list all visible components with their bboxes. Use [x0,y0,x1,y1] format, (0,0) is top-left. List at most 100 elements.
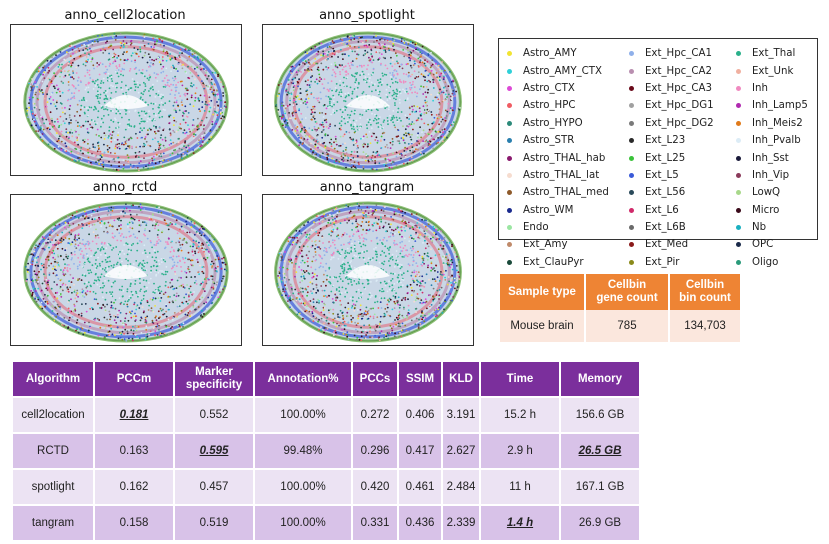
benchmark-header-row: Algorithm PCCm Marker specificity Annota… [13,362,641,397]
table-row: tangram 0.158 0.519 100.00% 0.331 0.436 2.339 1… [13,504,641,540]
panel-title-spotlight: anno_spotlight [319,8,415,23]
legend-item: OPC [732,236,808,253]
legend-item: Micro [732,202,808,219]
table-cell: 2.484 [442,468,481,505]
legend-color-dot-icon [507,138,512,144]
table-cell: 99.48% [254,432,353,469]
legend-label: Astro_STR [523,135,575,147]
brain-map-spotlight [274,31,462,173]
legend-color-dot-icon [736,190,741,196]
legend-color-dot-icon [507,225,512,231]
header-pccs: PCCs [352,362,399,397]
table-cell: 0.552 [174,396,255,433]
table-cell: 0.417 [398,432,443,469]
legend-label: Inh_Lamp5 [752,100,808,112]
legend-color-dot-icon [507,242,512,248]
legend-color-dot-icon [736,120,741,126]
legend-column-1: Astro_AMY Astro_AMY_CTX Astro_CTX Astro_HPC… [503,45,609,271]
panel-tangram [262,194,474,346]
legend-item: Ext_Hpc_CA3 [625,80,714,97]
legend-label: Inh_Pvalb [752,135,801,147]
legend-color-dot-icon [629,155,634,161]
legend-label: Ext_Hpc_CA2 [645,65,712,77]
legend-item: LowQ [732,184,808,201]
legend-label: OPC [752,239,774,251]
table-cell: 11 h [480,468,561,505]
legend-color-dot-icon [736,85,741,91]
legend-item: Astro_THAL_hab [503,149,609,166]
table-cell: 0.595 [174,432,255,469]
legend-label: Astro_THAL_lat [523,169,600,181]
table-cell: 0.331 [352,504,399,540]
table-cell: 100.00% [254,468,353,505]
table-cell: 2.339 [442,504,481,540]
brain-map-tangram [274,201,462,343]
legend-item: Ext_Hpc_DG2 [625,115,714,132]
legend-color-dot-icon [629,259,634,265]
legend-label: Ext_L25 [645,152,686,164]
legend-color-dot-icon [629,190,634,196]
legend-label: Micro [752,204,780,216]
legend-label: Nb [752,222,767,234]
legend-column-3: Ext_Thal Ext_Unk Inh Inh_Lamp5 Inh_Meis2 Inh_… [732,45,808,271]
legend-label: Ext_Med [645,239,689,251]
legend-color-dot-icon [507,85,512,91]
table-cell: 0.296 [352,432,399,469]
legend-label: Astro_HPC [523,100,576,112]
legend-label: Ext_L56 [645,187,686,199]
legend-label: Astro_AMY_CTX [523,65,602,77]
table-cell: 26.9 GB [560,504,641,540]
table-cell: 26.5 GB [560,432,641,469]
table-cell: 0.181 [94,396,175,433]
legend-item: Astro_AMY [503,45,609,62]
legend-label: Ext_Hpc_DG1 [645,100,714,112]
legend-color-dot-icon [629,207,634,213]
legend-color-dot-icon [629,51,634,57]
legend-color-dot-icon [507,155,512,161]
legend-color-dot-icon [736,155,741,161]
legend-label: Inh [752,82,768,94]
table-cell: 0.519 [174,504,255,540]
table-cell: 3.191 [442,396,481,433]
table-cell: RCTD [13,432,95,469]
header-time: Time [480,362,561,397]
panel-spotlight [262,24,474,176]
legend-item: Inh_Vip [732,167,808,184]
legend-item: Astro_AMY_CTX [503,62,609,79]
legend-label: Ext_Thal [752,48,796,60]
legend-item: Ext_L56 [625,184,714,201]
legend-label: Ext_Unk [752,65,794,77]
sample-header-type: Sample type [500,274,586,310]
legend-item: Astro_HYPO [503,115,609,132]
legend-color-dot-icon [507,207,512,213]
legend-item: Astro_HPC [503,97,609,114]
legend-item: Nb [732,219,808,236]
legend-item: Ext_Med [625,236,714,253]
legend-color-dot-icon [507,120,512,126]
legend-item: Ext_Thal [732,45,808,62]
legend-color-dot-icon [507,103,512,109]
legend-item: Inh_Pvalb [732,132,808,149]
legend-item: Ext_Hpc_CA1 [625,45,714,62]
legend-item: Ext_Amy [503,236,609,253]
legend-item: Ext_L25 [625,149,714,166]
table-row: cell2location 0.181 0.552 100.00% 0.272 0.406… [13,396,641,433]
legend-column-2: Ext_Hpc_CA1 Ext_Hpc_CA2 Ext_Hpc_CA3 Ext_Hpc… [625,45,714,271]
legend-item: Inh_Lamp5 [732,97,808,114]
legend-item: Ext_L6 [625,202,714,219]
legend-label: Ext_L6 [645,204,679,216]
panel-title-cell2location: anno_cell2location [64,8,186,23]
legend-label: Ext_ClauPyr [523,256,584,268]
legend-label: Ext_L23 [645,135,686,147]
legend-item: Endo [503,219,609,236]
legend-label: Ext_Amy [523,239,568,251]
header-marker-specificity: Marker specificity [174,362,255,397]
legend-item: Astro_WM [503,202,609,219]
legend-item: Inh_Sst [732,149,808,166]
legend-item: Astro_CTX [503,80,609,97]
header-annotation: Annotation% [254,362,353,397]
table-cell: 2.627 [442,432,481,469]
gene-count-cell: 785 [585,310,670,342]
legend-color-dot-icon [736,259,741,265]
legend-label: Inh_Vip [752,169,790,181]
